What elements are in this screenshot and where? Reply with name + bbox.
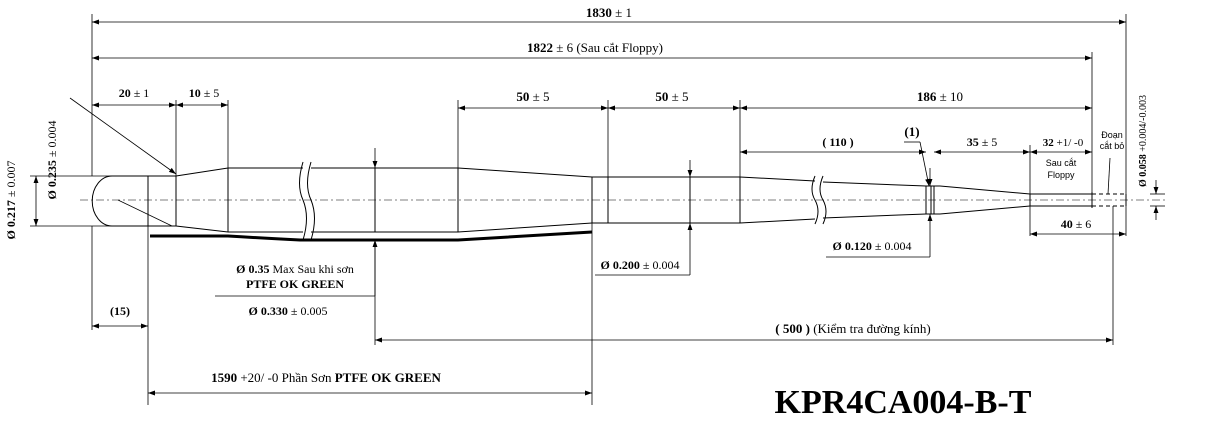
label-15: (15) xyxy=(110,304,130,318)
label-500: ( 500 ) (Kiểm tra đường kính) xyxy=(775,321,930,336)
label-ptfe-green: PTFE OK GREEN xyxy=(246,277,344,291)
label-40: 40 ± 6 xyxy=(1061,217,1092,231)
labels: 1830 ± 1 1822 ± 6 (Sau cắt Floppy) 20 ± … xyxy=(4,5,1149,421)
label-d0330: Ø 0.330 ± 0.005 xyxy=(249,304,328,318)
label-32: 32 +1/ -0 xyxy=(1043,137,1084,149)
label-186: 186 ± 10 xyxy=(917,89,963,104)
label-10: 10 ± 5 xyxy=(189,86,220,100)
label-d0200: Ø 0.200 ± 0.004 xyxy=(601,258,680,272)
label-50b: 50 ± 5 xyxy=(655,89,688,104)
label-sau-cat-1: Sau cắt xyxy=(1046,158,1077,168)
label-d035: Ø 0.35 Max Sau khi sơn xyxy=(236,262,354,276)
label-sau-cat-2: Floppy xyxy=(1047,170,1075,180)
break-mark xyxy=(299,161,307,241)
part-number: KPR4CA004-B-T xyxy=(775,384,1032,421)
label-20: 20 ± 1 xyxy=(119,86,150,100)
ball-tip xyxy=(91,175,113,227)
label-35: 35 ± 5 xyxy=(967,135,998,149)
dimension-lines xyxy=(33,19,1159,396)
wire-outline xyxy=(80,161,1165,242)
label-1822: 1822 ± 6 (Sau cắt Floppy) xyxy=(527,40,663,55)
label-doan-1: Đoạn xyxy=(1101,130,1123,140)
ptfe-coating xyxy=(150,230,593,242)
break-mark xyxy=(307,161,315,241)
label-doan-2: cắt bỏ xyxy=(1100,141,1125,151)
leader-0235 xyxy=(69,97,177,175)
label-1830: 1830 ± 1 xyxy=(586,5,632,20)
label-d0058: Ø 0.058 +0.004/-0.003 xyxy=(1138,95,1149,187)
label-marker-1: (1) xyxy=(904,124,919,139)
label-110: ( 110 ) xyxy=(822,135,853,149)
label-d0217: Ø 0.217 ± 0.007 xyxy=(4,161,18,240)
label-d0120: Ø 0.120 ± 0.004 xyxy=(833,239,912,253)
label-50a: 50 ± 5 xyxy=(516,89,549,104)
label-d0235: Ø 0.235 ± 0.004 xyxy=(45,121,59,200)
label-1590: 1590 +20/ -0 Phần Sơn PTFE OK GREEN xyxy=(211,370,441,385)
